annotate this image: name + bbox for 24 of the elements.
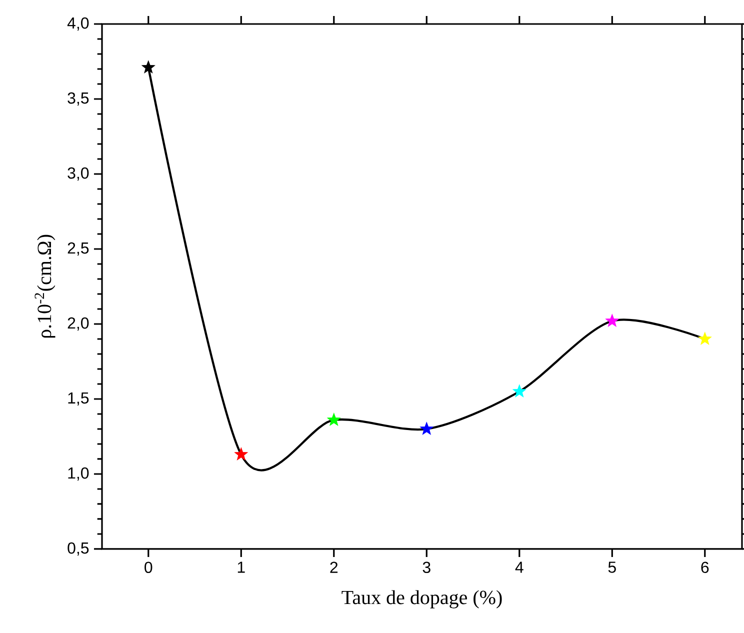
point <box>234 448 248 460</box>
x-tick-label: 6 <box>701 562 709 574</box>
x-axis-title: Taux de dopage (%) <box>342 590 502 608</box>
y-tick-label: 3,0 <box>68 167 89 181</box>
y-tick-label: 1,5 <box>68 392 89 406</box>
x-tick-label: 0 <box>144 562 152 574</box>
y-tick-label: 4,0 <box>67 17 89 31</box>
x-tick-label: 3 <box>422 562 430 574</box>
y-tick-label: 0,5 <box>68 542 89 556</box>
y-tick-label: 2,5 <box>68 242 89 256</box>
point <box>698 332 712 345</box>
x-tick-label: 2 <box>330 562 338 573</box>
y-tick-label: 1,0 <box>68 467 89 481</box>
point <box>512 384 526 398</box>
point <box>142 60 155 74</box>
point <box>606 314 619 327</box>
x-tick-label: 4 <box>515 562 524 573</box>
y-axis-title: ρ.10$^{-2}$(cm.Ω) <box>34 234 56 338</box>
y-tick-label: 2,0 <box>68 317 89 331</box>
y-tick-label: 3,5 <box>68 92 89 106</box>
x-tick-label: 5 <box>608 562 616 573</box>
x-tick-label: 1 <box>238 562 245 573</box>
point <box>327 413 340 426</box>
point <box>420 422 434 435</box>
